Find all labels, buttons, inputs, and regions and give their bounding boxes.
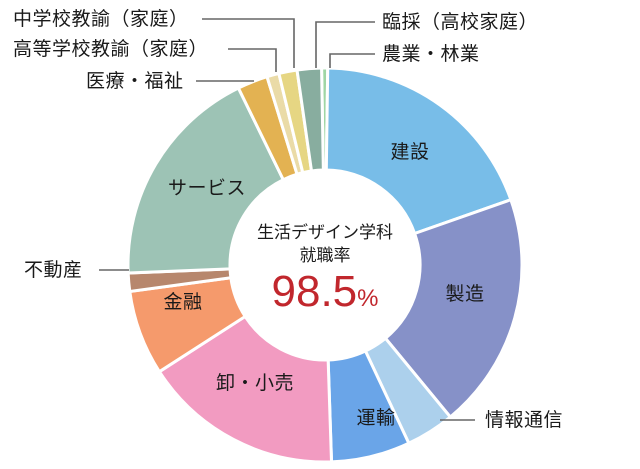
label-hs-teacher: 高等学校教諭（家庭） — [13, 38, 209, 60]
slice-3 — [383, 197, 524, 420]
slice-6 — [157, 314, 334, 464]
label-it: 情報通信 — [485, 409, 564, 431]
leader-hs-teacher — [228, 48, 277, 72]
center-title-line1: 生活デザイン学科 — [257, 223, 393, 243]
label-agri: 農業・林業 — [382, 43, 480, 65]
label-realestate: 不動産 — [24, 259, 83, 281]
slice-2 — [324, 66, 513, 236]
leader-lines — [99, 18, 475, 421]
donut-slices — [126, 66, 524, 464]
label-temp-teacher: 臨採（高校家庭） — [382, 11, 539, 33]
employment-rate-value: 98.5 — [271, 267, 358, 316]
leader-jhs-teacher — [202, 18, 295, 68]
label-finance: 金融 — [163, 291, 203, 313]
label-jhs-teacher: 中学校教諭（家庭） — [13, 8, 189, 30]
label-transport: 運輸 — [356, 407, 396, 429]
center-title-line2: 就職率 — [299, 246, 351, 266]
slice-9 — [126, 86, 286, 275]
slice-13 — [295, 66, 325, 173]
employment-rate-unit: % — [357, 285, 379, 312]
leader-temp-teacher — [315, 21, 375, 68]
label-manufacturing: 製造 — [445, 283, 485, 305]
label-retail: 卸・小売 — [215, 372, 295, 394]
label-service: サービス — [167, 177, 247, 199]
center-title: 生活デザイン学科 就職率 — [257, 222, 393, 268]
label-medical: 医療・福祉 — [86, 70, 184, 92]
employment-rate: 98.5% — [272, 268, 379, 316]
leader-agri — [329, 53, 375, 68]
label-construction: 建設 — [390, 141, 430, 163]
